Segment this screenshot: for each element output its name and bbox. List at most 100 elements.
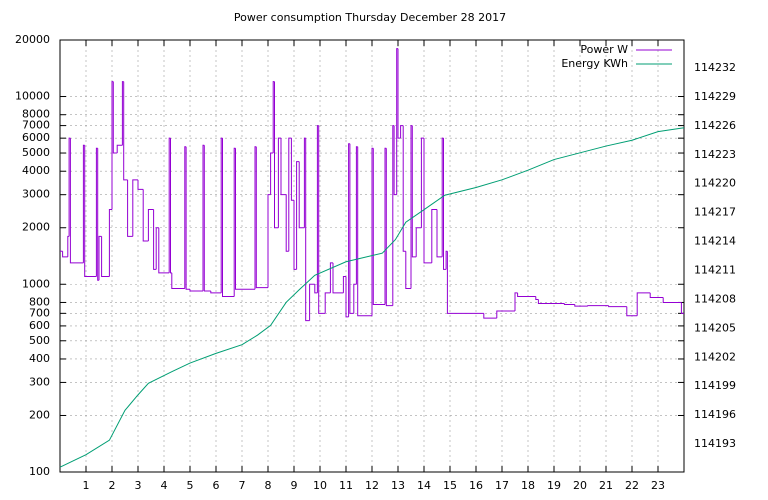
x-tick-label: 1	[83, 479, 90, 492]
y-tick-label: 5000	[22, 146, 50, 159]
y2-tick-label: 114229	[694, 90, 736, 103]
y2-tick-label: 114226	[694, 119, 736, 132]
power-step	[396, 48, 398, 195]
x-tick-label: 7	[239, 479, 246, 492]
power-step	[537, 299, 565, 304]
y-tick-label: 600	[29, 319, 50, 332]
power-step	[185, 146, 190, 290]
power-step	[318, 125, 326, 314]
power-step	[158, 227, 170, 274]
power-step	[108, 209, 112, 277]
power-step	[84, 145, 97, 277]
power-step	[189, 289, 203, 292]
power-step	[649, 292, 664, 299]
power-step	[111, 81, 114, 210]
power-step	[309, 283, 315, 321]
power-step	[69, 138, 84, 264]
y2-tick-label: 114220	[694, 177, 736, 190]
power-step	[272, 81, 275, 154]
y2-tick-label: 114205	[694, 321, 736, 334]
power-step	[222, 138, 235, 298]
power-step	[397, 48, 401, 139]
power-step	[62, 251, 68, 258]
power-step	[402, 125, 406, 252]
y2-tick-label: 114199	[694, 379, 736, 392]
power-step	[255, 146, 268, 289]
y-tick-label: 20000	[15, 33, 50, 46]
power-step	[155, 227, 159, 270]
y-tick-label: 500	[29, 334, 50, 347]
power-step	[116, 144, 123, 154]
power-step	[517, 292, 536, 298]
power-step	[296, 161, 300, 270]
power-step	[441, 137, 444, 257]
plot-border	[59, 39, 685, 473]
power-step	[293, 200, 297, 270]
y-tick-label: 800	[29, 295, 50, 308]
y2-tick-label: 114202	[694, 350, 736, 363]
y-tick-label: 3000	[22, 188, 50, 201]
power-step	[290, 138, 294, 201]
power-step	[345, 276, 349, 318]
power-step	[636, 292, 651, 316]
y2-tick-label: 114217	[694, 206, 736, 219]
power-step	[101, 236, 110, 277]
x-tick-label: 10	[313, 479, 327, 492]
y2-tick-label: 114193	[694, 437, 736, 450]
x-tick-label: 20	[573, 479, 587, 492]
power-step	[170, 138, 172, 274]
power-step	[314, 284, 318, 294]
x-tick-label: 3	[135, 479, 142, 492]
power-step	[305, 138, 310, 322]
y-tick-label: 7000	[22, 119, 50, 132]
power-step	[608, 305, 627, 308]
y-tick-label: 2000	[22, 221, 50, 234]
power-step	[280, 138, 287, 196]
power-step	[574, 304, 588, 307]
power-step	[274, 81, 279, 229]
power-step	[496, 310, 515, 319]
power-step	[67, 235, 70, 257]
power-step	[112, 81, 118, 154]
y-tick-label: 1000	[22, 277, 50, 290]
y-tick-label: 6000	[22, 131, 50, 144]
power-step	[277, 137, 281, 228]
y2-tick-label: 114208	[694, 292, 736, 305]
power-step	[123, 81, 128, 181]
y2-tick-label: 114211	[694, 263, 736, 276]
power-step	[587, 305, 609, 307]
x-tick-label: 23	[651, 479, 665, 492]
y2-tick-label: 114214	[694, 235, 736, 248]
power-step	[357, 146, 372, 317]
power-step	[411, 125, 417, 258]
power-step	[98, 235, 102, 281]
power-step	[443, 138, 447, 270]
x-tick-label: 11	[339, 479, 353, 492]
power-step	[127, 179, 133, 237]
x-tick-label: 4	[161, 479, 168, 492]
power-step	[68, 137, 71, 237]
power-step	[288, 137, 292, 252]
power-step	[400, 125, 404, 139]
y-tick-label: 200	[29, 408, 50, 421]
power-step	[137, 179, 144, 190]
power-step	[142, 189, 149, 242]
y2-tick-label: 114196	[694, 408, 736, 421]
power-step	[329, 262, 333, 293]
x-tick-label: 2	[109, 479, 116, 492]
power-step	[153, 209, 157, 270]
y-tick-label: 8000	[22, 108, 50, 121]
power-step	[270, 152, 274, 195]
x-tick-label: 5	[187, 479, 194, 492]
x-tick-label: 14	[417, 479, 431, 492]
power-step	[147, 209, 154, 241]
energy-line	[59, 127, 685, 468]
power-step	[267, 194, 271, 288]
power-step	[203, 145, 211, 292]
power-step	[353, 283, 357, 314]
power-step	[97, 148, 99, 281]
y2-tick-label: 114223	[694, 148, 736, 161]
power-step	[662, 297, 682, 303]
x-tick-label: 19	[547, 479, 561, 492]
